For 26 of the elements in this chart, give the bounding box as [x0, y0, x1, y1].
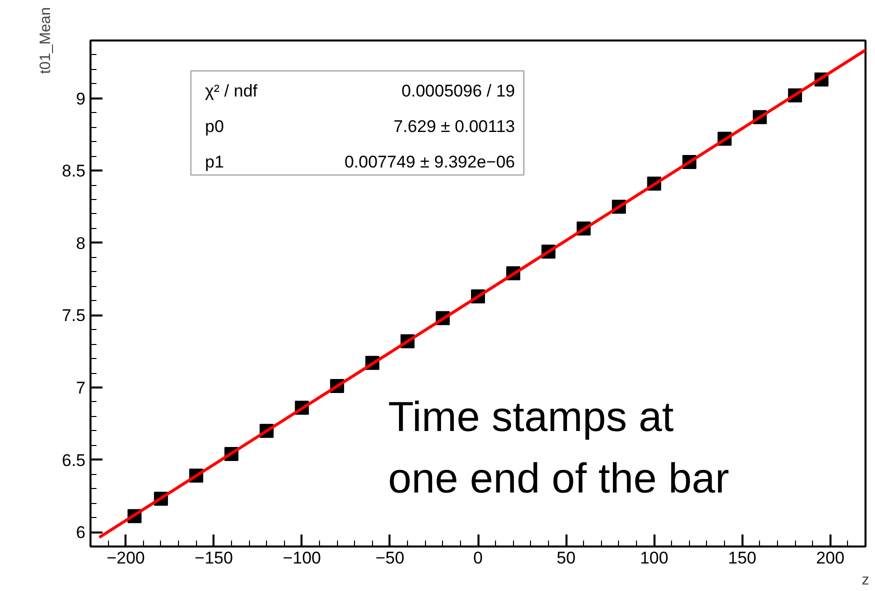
annotation: Time stamps at [388, 392, 674, 440]
annotation: one end of the bar [388, 454, 730, 502]
annotation: χ² / ndf [204, 82, 258, 101]
annotation: 0.007749 ± 9.392e−06 [344, 152, 515, 172]
y-tick-label: 6.5 [62, 450, 86, 470]
y-tick-label: 7 [76, 378, 86, 398]
y-tick-label: 8.5 [62, 162, 86, 181]
x-tick-label: 50 [556, 548, 576, 568]
x-tick-label: 150 [728, 548, 756, 568]
x-tick-label: −100 [282, 548, 322, 568]
x-tick-label: −200 [106, 548, 145, 568]
x-tick-label: 100 [640, 548, 668, 568]
annotation: p1 [204, 152, 224, 172]
y-tick-label: 9 [76, 89, 86, 108]
annotation: 7.629 ± 0.00113 [393, 117, 515, 136]
y-tick-label: 8 [76, 234, 86, 253]
x-axis-title: z [862, 572, 870, 588]
x-tick-label: 200 [816, 548, 844, 568]
x-tick-label: 0 [473, 548, 483, 568]
y-tick-label: 6 [76, 523, 86, 542]
annotation: p0 [204, 117, 224, 136]
y-tick-label: 7.5 [62, 306, 86, 326]
annotation: 0.0005096 / 19 [402, 82, 516, 101]
x-tick-label: −150 [194, 548, 233, 568]
y-axis-title: t01_Mean [36, 7, 54, 74]
x-tick-label: −50 [376, 548, 404, 568]
